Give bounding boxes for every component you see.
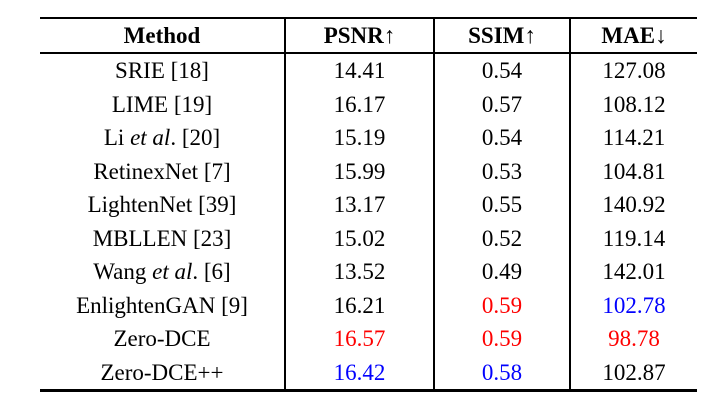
method-cell: EnlightenGAN [9]	[40, 289, 285, 323]
psnr-cell: 13.52	[284, 255, 434, 289]
method-text-italic: et al	[152, 259, 193, 284]
psnr-cell: 15.19	[284, 121, 434, 155]
ssim-cell: 0.59	[433, 288, 570, 322]
method-text: . [6]	[192, 259, 231, 284]
method-text: MBLLEN [23]	[92, 225, 232, 251]
table-row: Li et al. [20] 15.19 0.54 114.21	[40, 121, 697, 155]
psnr-cell: 15.02	[284, 221, 434, 255]
column-header-psnr: PSNR↑	[284, 18, 434, 54]
mae-cell: 140.92	[569, 188, 697, 222]
ssim-cell: 0.53	[433, 154, 570, 188]
column-header-ssim: SSIM↑	[433, 18, 570, 54]
table-row: RetinexNet [7] 15.99 0.53 104.81	[40, 154, 697, 189]
method-text: Zero-DCE++	[100, 359, 224, 385]
ssim-cell: 0.52	[433, 221, 570, 255]
method-text: LightenNet [39]	[87, 192, 237, 217]
method-cell: Wang et al. [6]	[40, 255, 285, 289]
mae-cell: 127.08	[569, 53, 697, 88]
method-cell: LIME [19]	[40, 88, 285, 122]
ssim-cell: 0.57	[433, 87, 570, 121]
mae-cell: 108.12	[569, 87, 697, 121]
method-cell: SRIE [18]	[40, 53, 285, 88]
psnr-cell: 16.17	[284, 87, 434, 121]
ssim-cell: 0.59	[433, 322, 570, 356]
table-row: SRIE [18] 14.41 0.54 127.08	[40, 53, 697, 88]
method-text: SRIE [18]	[115, 58, 209, 83]
method-text: Li	[103, 125, 131, 150]
psnr-cell: 16.42	[284, 355, 434, 391]
method-cell: MBLLEN [23]	[40, 222, 285, 256]
method-text: RetinexNet [7]	[93, 158, 231, 184]
psnr-cell: 16.57	[284, 322, 434, 356]
method-text: EnlightenGAN [9]	[76, 292, 248, 318]
method-cell: Zero-DCE++	[40, 356, 285, 391]
table-body: SRIE [18] 14.41 0.54 127.08 LIME [19] 16.17 0.…	[40, 53, 697, 391]
column-header-mae: MAE↓	[569, 18, 697, 54]
mae-cell: 104.81	[569, 154, 697, 188]
ssim-cell: 0.49	[433, 255, 570, 289]
table-row: LightenNet [39] 13.17 0.55 140.92	[40, 188, 697, 222]
mae-cell: 102.87	[569, 355, 697, 391]
table-header: Method PSNR↑ SSIM↑ MAE↓	[40, 18, 697, 54]
method-cell: LightenNet [39]	[40, 188, 285, 222]
ssim-cell: 0.58	[433, 355, 570, 391]
method-text: LIME [19]	[111, 91, 213, 117]
results-table: Method PSNR↑ SSIM↑ MAE↓ SRIE [18] 14.41 0.…	[40, 17, 697, 392]
column-header-method: Method	[40, 18, 285, 54]
table-row: EnlightenGAN [9] 16.21 0.59 102.78	[40, 288, 697, 323]
psnr-cell: 16.21	[284, 288, 434, 322]
method-cell: Zero-DCE	[40, 322, 285, 356]
method-text: Wang	[93, 259, 153, 284]
table-row: Zero-DCE 16.57 0.59 98.78	[40, 322, 697, 356]
table-row: Zero-DCE++ 16.42 0.58 102.87	[40, 355, 697, 391]
mae-cell: 142.01	[569, 255, 697, 289]
method-text-italic: et al	[130, 125, 171, 150]
mae-cell: 119.14	[569, 221, 697, 255]
ssim-cell: 0.54	[433, 53, 570, 88]
table-row: MBLLEN [23] 15.02 0.52 119.14	[40, 221, 697, 256]
method-text: Zero-DCE	[113, 326, 211, 351]
mae-cell: 114.21	[569, 121, 697, 155]
method-text: . [20]	[170, 125, 221, 150]
ssim-cell: 0.54	[433, 121, 570, 155]
method-cell: RetinexNet [7]	[40, 155, 285, 189]
mae-cell: 98.78	[569, 322, 697, 356]
psnr-cell: 13.17	[284, 188, 434, 222]
mae-cell: 102.78	[569, 288, 697, 322]
psnr-cell: 14.41	[284, 53, 434, 88]
table-row: Wang et al. [6] 13.52 0.49 142.01	[40, 255, 697, 289]
ssim-cell: 0.55	[433, 188, 570, 222]
table-row: LIME [19] 16.17 0.57 108.12	[40, 87, 697, 122]
header-row: Method PSNR↑ SSIM↑ MAE↓	[40, 18, 697, 54]
psnr-cell: 15.99	[284, 154, 434, 188]
method-cell: Li et al. [20]	[40, 121, 285, 155]
